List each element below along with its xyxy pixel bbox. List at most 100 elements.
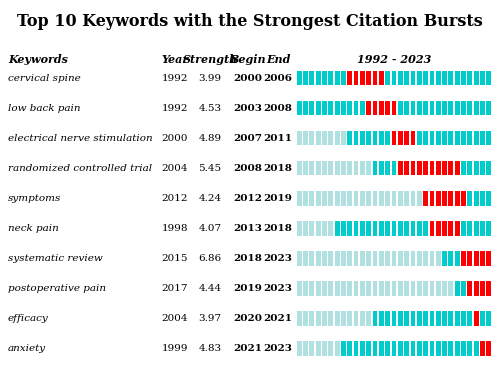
Bar (386, 281, 390, 295)
Bar (455, 251, 460, 266)
Bar (410, 251, 416, 266)
Bar (316, 191, 320, 206)
Bar (392, 342, 396, 356)
Bar (379, 161, 384, 176)
Bar (430, 131, 434, 145)
Bar (398, 191, 402, 206)
Bar (334, 71, 340, 85)
Bar (423, 71, 428, 85)
Bar (386, 101, 390, 115)
Bar (354, 281, 358, 295)
Bar (379, 342, 384, 356)
Bar (468, 161, 472, 176)
Bar (334, 131, 340, 145)
Bar (486, 101, 491, 115)
Bar (303, 71, 308, 85)
Bar (455, 221, 460, 236)
Text: 2013: 2013 (234, 224, 262, 233)
Bar (430, 251, 434, 266)
Bar (448, 281, 454, 295)
Bar (480, 221, 485, 236)
Bar (398, 101, 402, 115)
Bar (417, 221, 422, 236)
Bar (310, 342, 314, 356)
Bar (366, 161, 371, 176)
Bar (474, 251, 478, 266)
Text: 2006: 2006 (264, 74, 292, 83)
Bar (379, 281, 384, 295)
Bar (360, 191, 365, 206)
Bar (430, 342, 434, 356)
Bar (348, 131, 352, 145)
Bar (392, 101, 396, 115)
Text: 4.83: 4.83 (198, 344, 222, 353)
Bar (386, 221, 390, 236)
Bar (348, 311, 352, 326)
Bar (404, 342, 409, 356)
Text: 2008: 2008 (234, 164, 262, 173)
Bar (448, 221, 454, 236)
Bar (348, 281, 352, 295)
Text: neck pain: neck pain (8, 224, 59, 233)
Bar (448, 101, 454, 115)
Bar (468, 221, 472, 236)
Bar (392, 131, 396, 145)
Bar (328, 131, 333, 145)
Text: 2011: 2011 (264, 134, 292, 143)
Bar (322, 342, 327, 356)
Bar (480, 101, 485, 115)
Bar (448, 161, 454, 176)
Bar (404, 161, 409, 176)
Bar (360, 131, 365, 145)
Bar (372, 251, 378, 266)
Text: 2015: 2015 (162, 254, 188, 263)
Text: 4.89: 4.89 (198, 134, 222, 143)
Text: 1998: 1998 (162, 224, 188, 233)
Bar (398, 71, 402, 85)
Text: 2019: 2019 (264, 194, 292, 203)
Bar (379, 251, 384, 266)
Bar (310, 101, 314, 115)
Bar (442, 71, 447, 85)
Bar (372, 191, 378, 206)
Bar (348, 161, 352, 176)
Bar (372, 71, 378, 85)
Bar (341, 281, 346, 295)
Bar (322, 161, 327, 176)
Bar (430, 221, 434, 236)
Bar (328, 311, 333, 326)
Bar (354, 71, 358, 85)
Bar (360, 221, 365, 236)
Bar (442, 131, 447, 145)
Bar (398, 131, 402, 145)
Bar (423, 191, 428, 206)
Bar (360, 251, 365, 266)
Text: 2012: 2012 (162, 194, 188, 203)
Text: 4.24: 4.24 (198, 194, 222, 203)
Bar (448, 311, 454, 326)
Text: 2004: 2004 (162, 314, 188, 323)
Bar (442, 221, 447, 236)
Bar (486, 131, 491, 145)
Bar (386, 71, 390, 85)
Bar (366, 191, 371, 206)
Bar (348, 71, 352, 85)
Bar (442, 311, 447, 326)
Bar (296, 311, 302, 326)
Bar (310, 251, 314, 266)
Bar (442, 281, 447, 295)
Bar (423, 131, 428, 145)
Bar (341, 342, 346, 356)
Text: randomized controlled trial: randomized controlled trial (8, 164, 152, 173)
Bar (296, 342, 302, 356)
Bar (392, 161, 396, 176)
Bar (392, 281, 396, 295)
Bar (322, 101, 327, 115)
Bar (328, 342, 333, 356)
Text: 4.53: 4.53 (198, 104, 222, 113)
Text: 5.45: 5.45 (198, 164, 222, 173)
Bar (474, 221, 478, 236)
Bar (328, 161, 333, 176)
Bar (430, 281, 434, 295)
Bar (423, 161, 428, 176)
